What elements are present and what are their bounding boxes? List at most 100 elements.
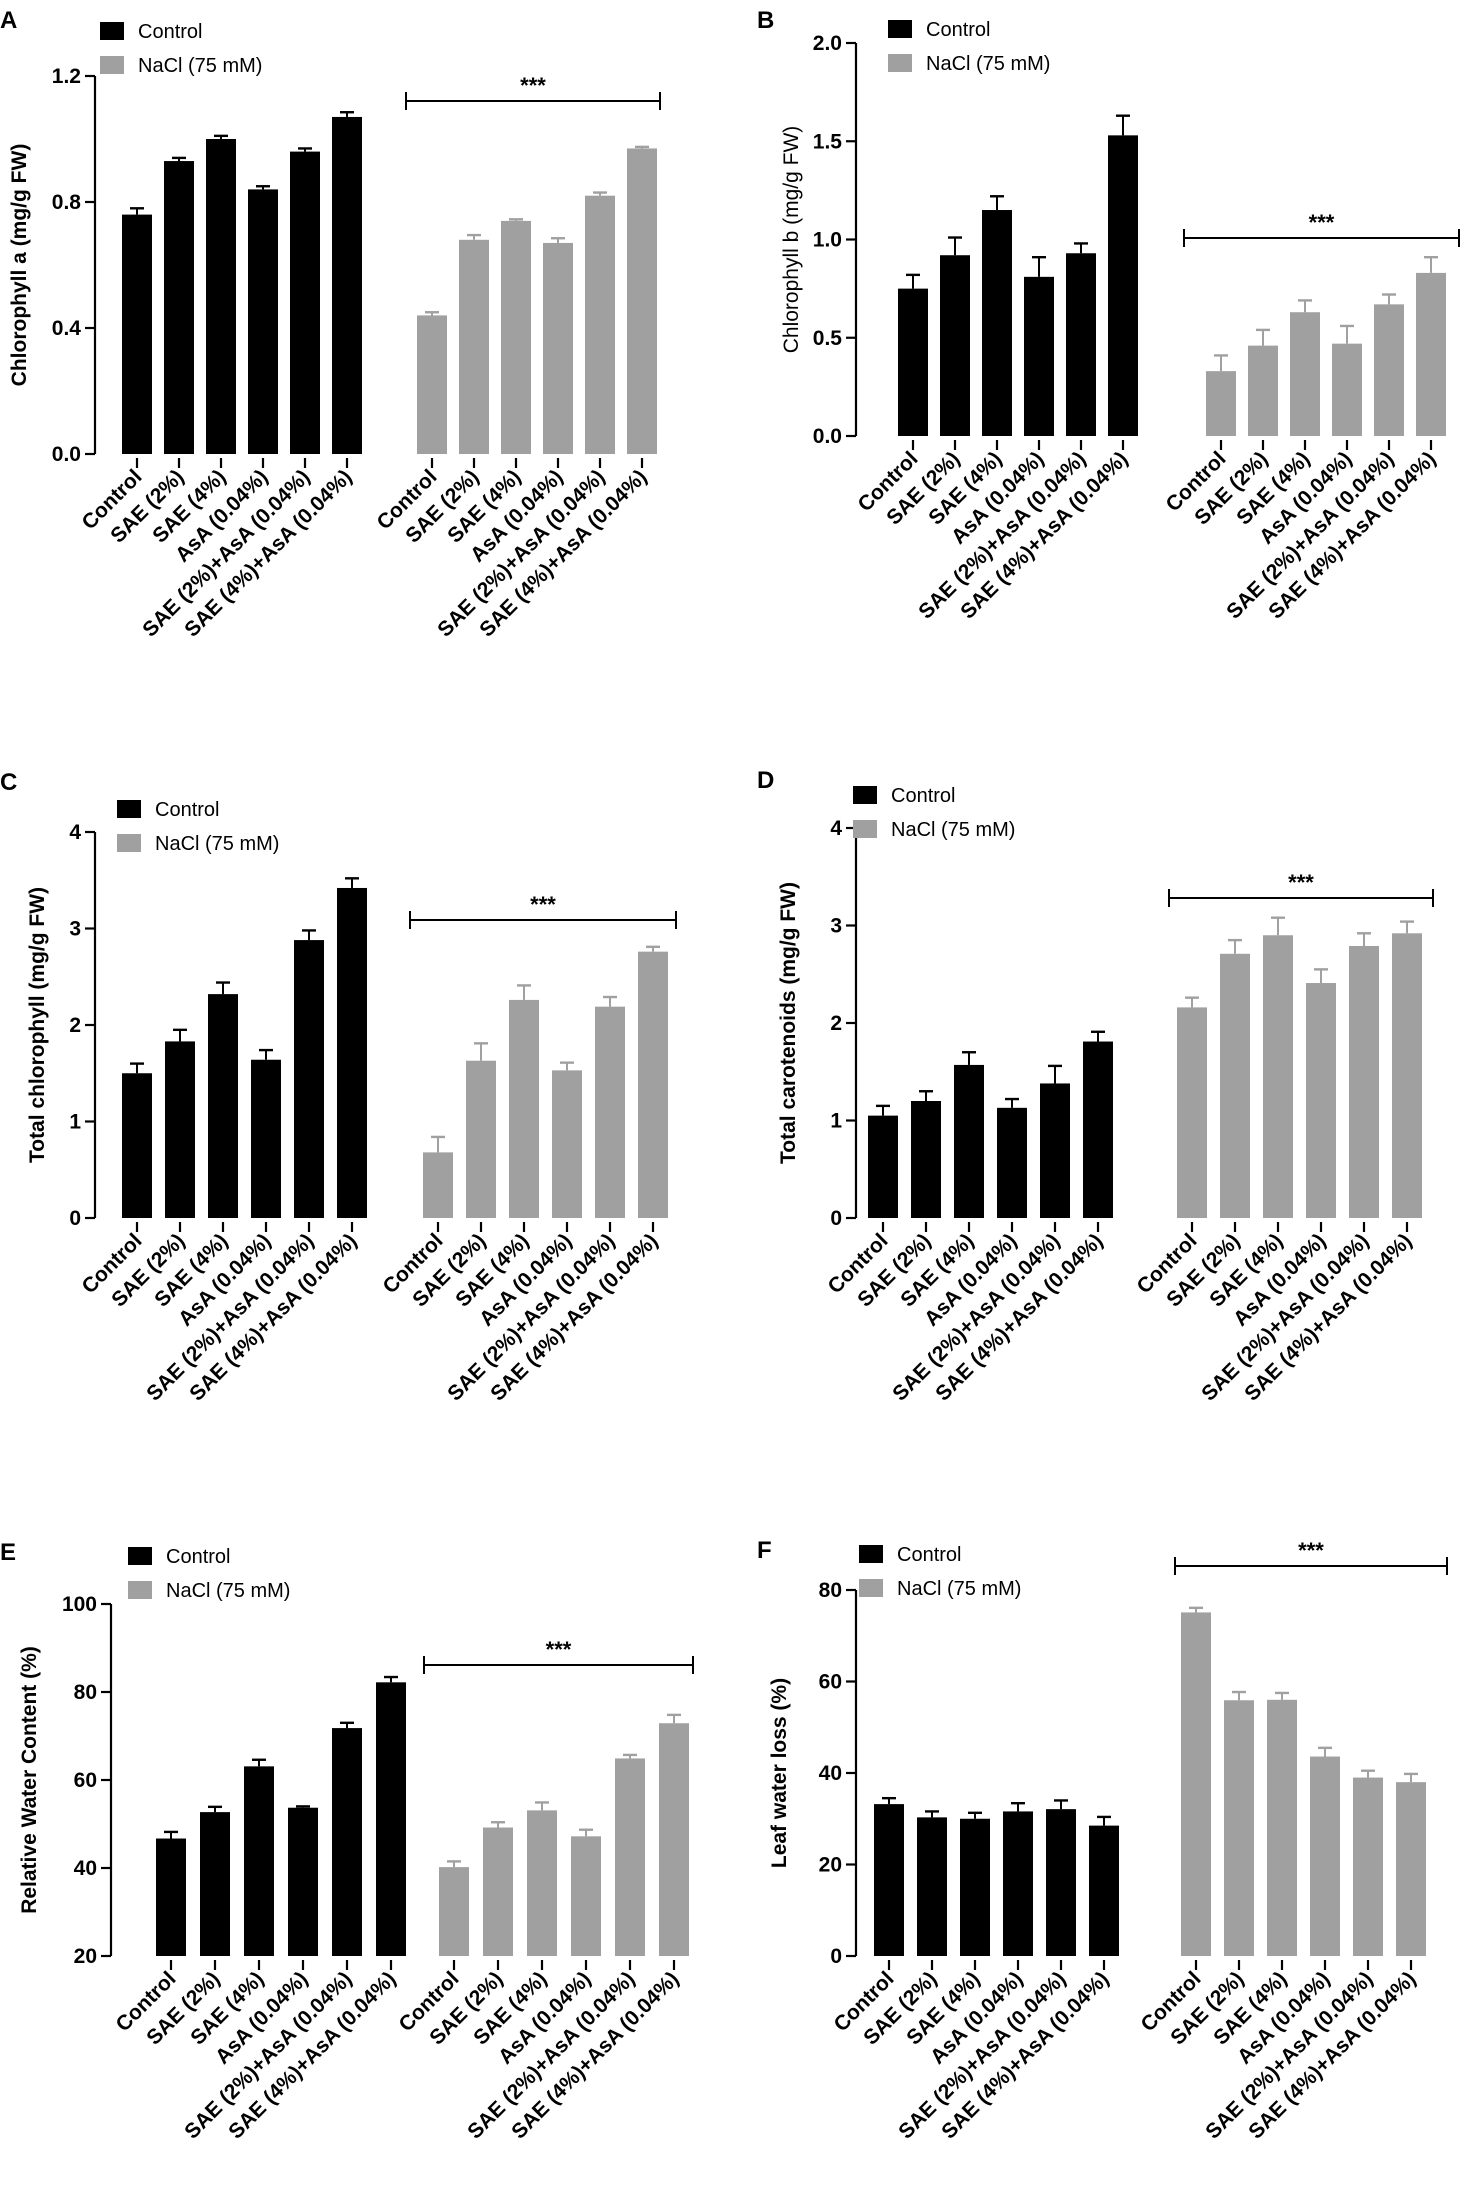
y-tick-label: 0.4	[52, 317, 82, 340]
y-axis-label: Leaf water loss (%)	[768, 1678, 791, 1868]
y-tick-label: 1	[830, 1110, 842, 1133]
y-tick-label: 40	[74, 1857, 97, 1880]
bar	[1374, 304, 1404, 436]
bar	[164, 161, 194, 455]
y-axis-label: Total carotenoids (mg/g FW)	[777, 882, 800, 1164]
bar	[1306, 983, 1336, 1218]
legend-swatch	[128, 1547, 152, 1565]
bar	[417, 315, 447, 454]
bar	[954, 1064, 984, 1218]
legend-label: NaCl (75 mM)	[926, 53, 1050, 75]
bar	[874, 1804, 904, 1956]
panel-letter: F	[757, 1537, 772, 1564]
bar	[501, 220, 531, 454]
bar	[122, 1073, 152, 1218]
bar	[376, 1682, 406, 1956]
legend-label: NaCl (75 mM)	[138, 55, 262, 77]
y-tick-label: 1	[69, 1111, 81, 1134]
bar	[251, 1059, 281, 1218]
y-tick-label: 80	[819, 1579, 842, 1602]
legend-label: Control	[138, 21, 202, 43]
bar	[911, 1101, 941, 1218]
bar	[1248, 345, 1278, 436]
significance-label: ***	[546, 1637, 572, 1662]
legend-swatch	[859, 1579, 883, 1597]
bar	[244, 1766, 274, 1956]
bar	[627, 148, 657, 454]
bar	[1267, 1699, 1297, 1956]
panel-letter: D	[757, 767, 774, 794]
bar	[1108, 135, 1138, 437]
bar	[332, 1728, 362, 1956]
legend-label: NaCl (75 mM)	[897, 1578, 1021, 1600]
bar	[156, 1838, 186, 1956]
significance-label: ***	[520, 73, 546, 98]
bar	[960, 1818, 990, 1956]
legend-swatch	[117, 834, 141, 852]
legend-swatch	[888, 54, 912, 72]
bar	[552, 1070, 582, 1218]
bar	[337, 887, 367, 1218]
y-tick-label: 40	[819, 1762, 842, 1785]
significance-label: ***	[1288, 870, 1314, 895]
bar	[439, 1867, 469, 1956]
bar	[917, 1817, 947, 1956]
y-tick-label: 0.0	[813, 425, 842, 448]
bar	[1392, 933, 1422, 1218]
bar	[1310, 1756, 1340, 1956]
bar	[1416, 272, 1446, 436]
legend-label: NaCl (75 mM)	[166, 1580, 290, 1602]
bar	[1353, 1777, 1383, 1956]
significance-label: ***	[530, 892, 556, 917]
panel-letter: C	[0, 769, 17, 796]
bar	[1263, 935, 1293, 1218]
bar	[1046, 1809, 1076, 1956]
y-tick-label: 60	[819, 1671, 842, 1694]
legend-swatch	[888, 20, 912, 38]
bar	[638, 951, 668, 1218]
bar	[595, 1006, 625, 1218]
bar	[1066, 253, 1096, 436]
legend-label: NaCl (75 mM)	[155, 833, 279, 855]
y-axis-label: Chlorophyll b (mg/g FW)	[780, 126, 803, 354]
significance-label: ***	[1298, 1538, 1324, 1563]
bar	[459, 239, 489, 454]
legend-label: NaCl (75 mM)	[891, 819, 1015, 841]
bar	[1224, 1700, 1254, 1956]
legend-swatch	[100, 22, 124, 40]
panel-e: E 20 40 60 80 100 Relative Water Content (%) Co…	[0, 1539, 694, 2143]
bar	[898, 288, 928, 436]
bar	[982, 210, 1012, 436]
bar	[206, 139, 236, 454]
bar	[940, 255, 970, 436]
y-tick-label: 0	[69, 1207, 81, 1230]
y-tick-label: 0.8	[52, 191, 82, 214]
panel-b: B 0.0 0.5 1.0 1.5 2.0 Chlorophyll b (mg/g FW) C…	[757, 7, 1460, 623]
legend-label: Control	[155, 799, 219, 821]
bar	[1024, 276, 1054, 436]
legend-swatch	[117, 800, 141, 818]
panel-c: C 0 1 2 3 4 Total chlorophyll (mg/g FW) Control…	[0, 769, 677, 1405]
legend-label: Control	[891, 785, 955, 807]
bar	[466, 1060, 496, 1218]
y-tick-label: 1.5	[813, 130, 843, 153]
bar	[527, 1810, 557, 1956]
y-tick-label: 0	[830, 1207, 842, 1230]
bar	[1396, 1782, 1426, 1956]
y-tick-label: 60	[74, 1769, 97, 1792]
bar	[585, 195, 615, 454]
bar	[332, 116, 362, 454]
panel-letter: A	[0, 7, 17, 34]
y-tick-label: 3	[69, 918, 81, 941]
bar	[208, 994, 238, 1218]
significance-label: ***	[1309, 210, 1335, 235]
legend-swatch	[128, 1581, 152, 1599]
legend-label: Control	[166, 1546, 230, 1568]
bar	[1290, 312, 1320, 436]
bar	[122, 214, 152, 454]
panel-letter: E	[0, 1539, 16, 1566]
y-axis-label: Total chlorophyll (mg/g FW)	[26, 887, 49, 1163]
legend-swatch	[853, 786, 877, 804]
